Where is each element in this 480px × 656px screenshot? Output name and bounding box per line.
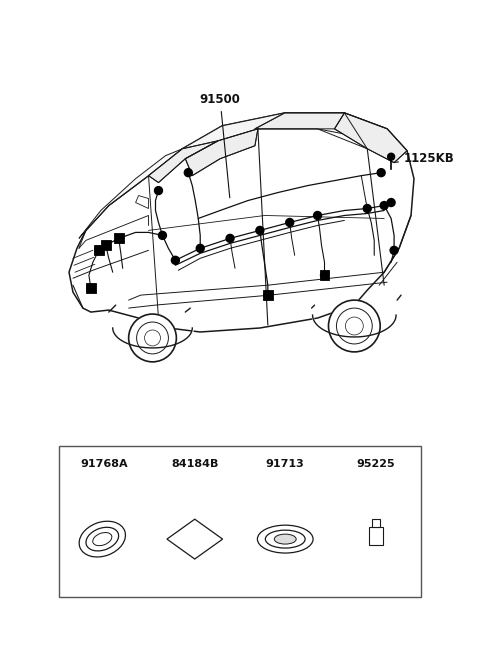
Circle shape xyxy=(380,201,388,209)
Polygon shape xyxy=(136,195,148,209)
Bar xyxy=(94,245,104,255)
Circle shape xyxy=(388,154,395,160)
Text: 95225: 95225 xyxy=(356,459,395,469)
Circle shape xyxy=(377,169,385,176)
Circle shape xyxy=(264,291,272,299)
Circle shape xyxy=(171,256,180,264)
Text: 91713: 91713 xyxy=(266,459,305,469)
Bar xyxy=(114,234,124,243)
Ellipse shape xyxy=(93,533,112,546)
Circle shape xyxy=(286,218,294,226)
Polygon shape xyxy=(255,113,344,129)
Polygon shape xyxy=(69,113,414,332)
Circle shape xyxy=(387,199,395,207)
Circle shape xyxy=(129,314,176,362)
Ellipse shape xyxy=(257,525,313,553)
Text: 91768A: 91768A xyxy=(81,459,128,469)
Ellipse shape xyxy=(86,527,119,551)
Ellipse shape xyxy=(274,534,296,544)
Polygon shape xyxy=(167,519,223,559)
Polygon shape xyxy=(182,113,387,159)
Polygon shape xyxy=(79,149,182,238)
Ellipse shape xyxy=(265,530,305,548)
Text: 1125KB: 1125KB xyxy=(394,152,455,165)
Bar xyxy=(369,527,383,545)
Circle shape xyxy=(363,205,371,213)
Circle shape xyxy=(87,284,95,292)
Bar xyxy=(101,240,111,251)
Circle shape xyxy=(95,247,103,255)
Polygon shape xyxy=(148,141,218,182)
Bar xyxy=(59,447,421,597)
Circle shape xyxy=(158,232,167,239)
Circle shape xyxy=(196,244,204,253)
Circle shape xyxy=(226,234,234,242)
Circle shape xyxy=(155,186,162,195)
Polygon shape xyxy=(335,113,407,163)
Circle shape xyxy=(321,271,328,279)
Text: 84184B: 84184B xyxy=(171,459,218,469)
Text: 91500: 91500 xyxy=(200,93,240,197)
Bar xyxy=(86,283,96,293)
Bar xyxy=(320,270,329,280)
Circle shape xyxy=(328,300,380,352)
Circle shape xyxy=(390,247,398,255)
Circle shape xyxy=(313,211,322,220)
Circle shape xyxy=(256,226,264,234)
Bar xyxy=(263,290,273,300)
Circle shape xyxy=(184,169,192,176)
Polygon shape xyxy=(185,129,258,176)
Bar xyxy=(372,519,380,527)
Ellipse shape xyxy=(79,522,125,557)
